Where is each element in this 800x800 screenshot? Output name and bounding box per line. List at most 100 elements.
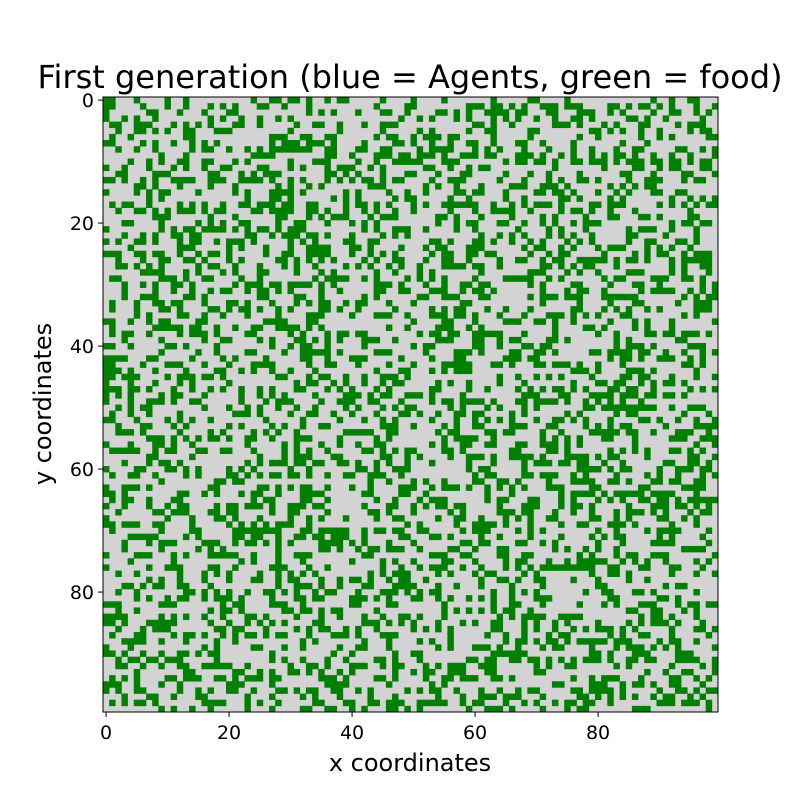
food-cell: [502, 693, 510, 700]
food-cell: [207, 220, 214, 227]
food-cell: [244, 619, 251, 627]
food-cell: [416, 453, 424, 461]
food-cell: [379, 632, 387, 639]
food-cell: [312, 232, 319, 239]
food-cell: [558, 632, 565, 639]
food-cell: [588, 115, 596, 122]
x-axis-label: x coordinates: [329, 749, 491, 777]
food-cell: [349, 386, 356, 393]
food-cell: [570, 244, 577, 252]
food-cell: [250, 490, 258, 498]
food-cell: [373, 281, 381, 288]
food-cell: [422, 502, 430, 510]
food-cell: [373, 595, 381, 602]
food-cell: [232, 269, 239, 276]
food-cell: [570, 675, 577, 682]
food-cell: [681, 502, 688, 510]
food-cell: [207, 176, 214, 184]
food-cell: [564, 447, 571, 454]
food-cell: [103, 502, 110, 510]
food-cell: [441, 318, 448, 325]
food-cell: [182, 176, 190, 184]
food-cell: [336, 306, 344, 313]
food-cell: [619, 496, 627, 504]
food-cell: [299, 638, 307, 645]
food-cell: [398, 564, 405, 571]
food-cell: [176, 650, 184, 657]
food-cell: [269, 281, 276, 288]
food-cell: [398, 466, 405, 473]
food-cell: [385, 681, 393, 688]
food-cell: [201, 589, 208, 596]
food-cell: [459, 404, 467, 411]
food-cell: [650, 386, 657, 393]
food-cell: [392, 195, 399, 202]
food-cell: [189, 244, 196, 252]
food-cell: [158, 195, 165, 202]
food-cell: [275, 527, 282, 534]
food-cell: [558, 681, 565, 688]
food-cell: [398, 484, 405, 491]
food-cell: [527, 656, 534, 664]
food-cell: [256, 515, 264, 522]
food-cell: [318, 398, 325, 405]
food-cell: [711, 496, 719, 504]
food-cell: [373, 158, 381, 165]
food-cell: [465, 466, 473, 473]
food-cell: [515, 275, 522, 282]
food-cell: [693, 250, 700, 258]
food-cell: [281, 103, 288, 110]
food-cell: [103, 490, 110, 498]
food-cell: [588, 466, 596, 473]
food-cell: [269, 97, 276, 104]
food-cell: [681, 293, 688, 301]
food-cell: [152, 213, 159, 221]
food-cell: [133, 250, 141, 258]
food-cell: [398, 619, 405, 627]
food-cell: [613, 509, 620, 516]
food-cell: [336, 386, 344, 393]
food-cell: [262, 164, 270, 172]
food-cell: [170, 619, 178, 627]
food-cell: [164, 515, 171, 522]
food-cell: [705, 250, 713, 258]
food-cell: [355, 299, 362, 307]
food-cell: [693, 306, 700, 313]
food-cell: [644, 238, 651, 245]
food-cell: [687, 97, 694, 104]
food-cell: [422, 343, 430, 350]
food-cell: [631, 509, 639, 516]
food-cell: [158, 509, 165, 516]
food-cell: [422, 293, 430, 301]
food-cell: [576, 552, 583, 559]
food-cell: [527, 127, 534, 135]
food-cell: [693, 613, 700, 621]
food-cell: [207, 484, 214, 491]
food-cell: [607, 656, 614, 664]
food-cell: [324, 386, 331, 393]
food-cell: [551, 681, 559, 688]
food-cell: [361, 201, 368, 208]
food-cell: [428, 127, 436, 135]
food-cell: [275, 576, 282, 584]
food-cell: [459, 539, 467, 547]
food-cell: [355, 589, 362, 596]
food-cell: [232, 502, 239, 510]
food-cell: [330, 589, 337, 596]
food-cell: [361, 662, 368, 670]
food-cell: [638, 509, 645, 516]
food-cell: [539, 472, 547, 479]
food-cell: [139, 662, 147, 670]
food-cell: [570, 306, 577, 313]
food-cell: [226, 109, 233, 116]
food-cell: [551, 638, 559, 645]
food-cell: [189, 441, 196, 448]
food-cell: [349, 312, 356, 319]
food-cell: [410, 558, 417, 565]
food-cell: [490, 601, 497, 608]
food-cell: [189, 632, 196, 639]
food-cell: [515, 558, 522, 565]
food-cell: [232, 625, 239, 633]
food-cell: [681, 410, 688, 418]
food-cell: [638, 146, 645, 153]
